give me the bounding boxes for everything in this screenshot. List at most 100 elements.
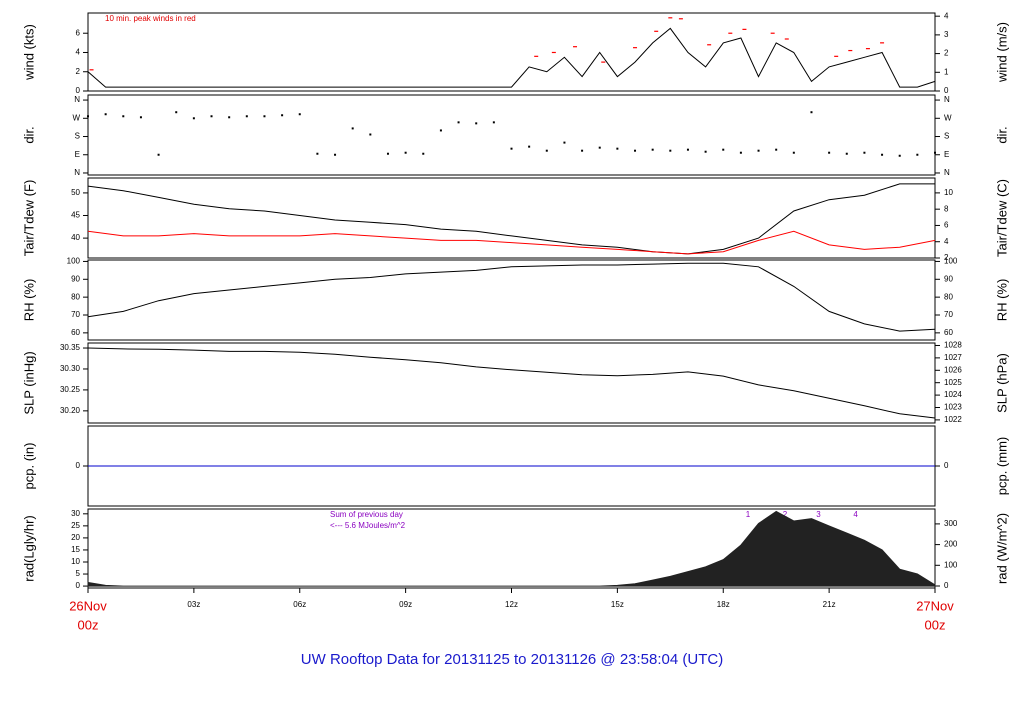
- y2-tick-label: 60: [944, 328, 953, 337]
- y-tick-label: 50: [71, 188, 80, 197]
- y-tick-label: 25: [71, 521, 80, 530]
- y2-axis-label: rad (W/m^2): [994, 513, 1009, 584]
- y2-axis-label: RH (%): [994, 279, 1009, 322]
- dir-point: [598, 146, 601, 149]
- y-tick-label: 30.30: [60, 364, 81, 373]
- y2-tick-label: 2: [944, 49, 949, 58]
- x-tick-label: 26Nov: [69, 598, 107, 613]
- panel-frame: [87, 508, 936, 589]
- dir-point: [139, 116, 142, 119]
- y2-tick-label: 0: [944, 86, 949, 95]
- y2-tick-label: 1025: [944, 378, 962, 387]
- marker-label: 2: [783, 510, 788, 519]
- y2-tick-label: 1022: [944, 415, 962, 424]
- y2-tick-label: 10: [944, 188, 953, 197]
- series-line: [87, 230, 936, 255]
- series-line: [87, 183, 935, 255]
- dir-point: [634, 149, 637, 152]
- y2-tick-label: 4: [944, 11, 949, 20]
- y2-tick-label: 3: [944, 30, 949, 39]
- x-tick-label: 15z: [611, 600, 624, 609]
- dir-point: [757, 149, 760, 152]
- y2-tick-label: 2: [944, 253, 949, 262]
- panel-frame: [87, 177, 936, 259]
- y2-tick-label: 6: [944, 221, 949, 230]
- dir-point: [351, 127, 354, 130]
- panel-frame: [87, 12, 936, 92]
- marker-label: 1: [746, 510, 751, 519]
- dir-point: [316, 152, 319, 155]
- dir-point: [686, 148, 689, 151]
- y-tick-label: 5: [76, 569, 81, 578]
- series-line: [87, 347, 936, 419]
- dir-point: [810, 111, 813, 114]
- panel-frame: [87, 259, 936, 341]
- dir-point: [192, 117, 195, 120]
- dir-point: [386, 152, 389, 155]
- y2-axis-label: wind (m/s): [994, 22, 1009, 83]
- y2-tick-label: 1: [944, 67, 949, 76]
- y2-tick-label: 80: [944, 292, 953, 301]
- dir-point: [175, 111, 178, 114]
- dir-point: [669, 149, 672, 152]
- y-tick-label: 60: [71, 328, 80, 337]
- y2-tick-label: 70: [944, 310, 953, 319]
- y-tick-label: 90: [71, 274, 80, 283]
- series-line: [87, 27, 936, 88]
- y-axis-label: pcp. (in): [21, 443, 36, 490]
- y-tick-label: 20: [71, 533, 80, 542]
- x-tick-label: 21z: [823, 600, 836, 609]
- y-tick-label: 80: [71, 292, 80, 301]
- y2-axis-label: dir.: [994, 126, 1009, 143]
- y2-tick-label: 200: [944, 540, 958, 549]
- chart-title: UW Rooftop Data for 20131125 to 20131126…: [301, 651, 723, 668]
- annotation: 10 min. peak winds in red: [105, 14, 196, 23]
- x-tick-label: 12z: [505, 600, 518, 609]
- y-axis-label: wind (kts): [21, 24, 36, 81]
- x-tick-sublabel: 00z: [925, 617, 946, 632]
- y2-axis-label: SLP (hPa): [994, 353, 1009, 413]
- dir-point: [298, 113, 301, 116]
- y-tick-label: 0: [76, 461, 81, 470]
- dir-point: [157, 153, 160, 156]
- y-tick-label: 0: [76, 581, 81, 590]
- x-tick-label: 09z: [399, 600, 412, 609]
- y2-tick-label: 4: [944, 237, 949, 246]
- y-tick-label: 4: [76, 48, 81, 57]
- dir-point: [581, 149, 584, 152]
- dir-point: [934, 151, 936, 154]
- dir-point: [563, 141, 566, 144]
- y2-tick-label: 1027: [944, 353, 962, 362]
- dir-point: [369, 133, 372, 136]
- dir-point: [334, 153, 337, 156]
- panel-frame: [87, 94, 936, 176]
- annotation: <--- 5.6 MJoules/m^2: [330, 521, 406, 530]
- y-tick-label: 0: [76, 86, 81, 95]
- dir-point: [281, 114, 284, 117]
- y-axis-label: dir.: [21, 126, 36, 143]
- annotation: Sum of previous day: [330, 510, 403, 519]
- y2-tick-label: 1024: [944, 390, 962, 399]
- y-tick-label: 6: [76, 28, 81, 37]
- dir-point: [510, 147, 513, 150]
- y-tick-label: 30.20: [60, 406, 81, 415]
- x-tick-label: 03z: [187, 600, 200, 609]
- dir-point: [457, 121, 460, 124]
- dir-point: [845, 152, 848, 155]
- y-tick-label: E: [75, 150, 80, 159]
- y2-tick-label: 300: [944, 519, 958, 528]
- y-tick-label: 70: [71, 310, 80, 319]
- y2-tick-label: 100: [944, 560, 958, 569]
- x-tick-sublabel: 00z: [78, 617, 99, 632]
- panel-frame: [87, 342, 936, 424]
- y2-tick-label: N: [944, 168, 950, 177]
- dir-point: [87, 115, 89, 118]
- y-tick-label: 30: [71, 509, 80, 518]
- y-tick-label: N: [74, 95, 80, 104]
- dir-point: [210, 115, 213, 118]
- y-tick-label: 2: [76, 67, 81, 76]
- marker-label: 4: [853, 510, 858, 519]
- dir-point: [263, 115, 266, 118]
- y2-tick-label: E: [944, 150, 949, 159]
- y-tick-label: 45: [71, 211, 80, 220]
